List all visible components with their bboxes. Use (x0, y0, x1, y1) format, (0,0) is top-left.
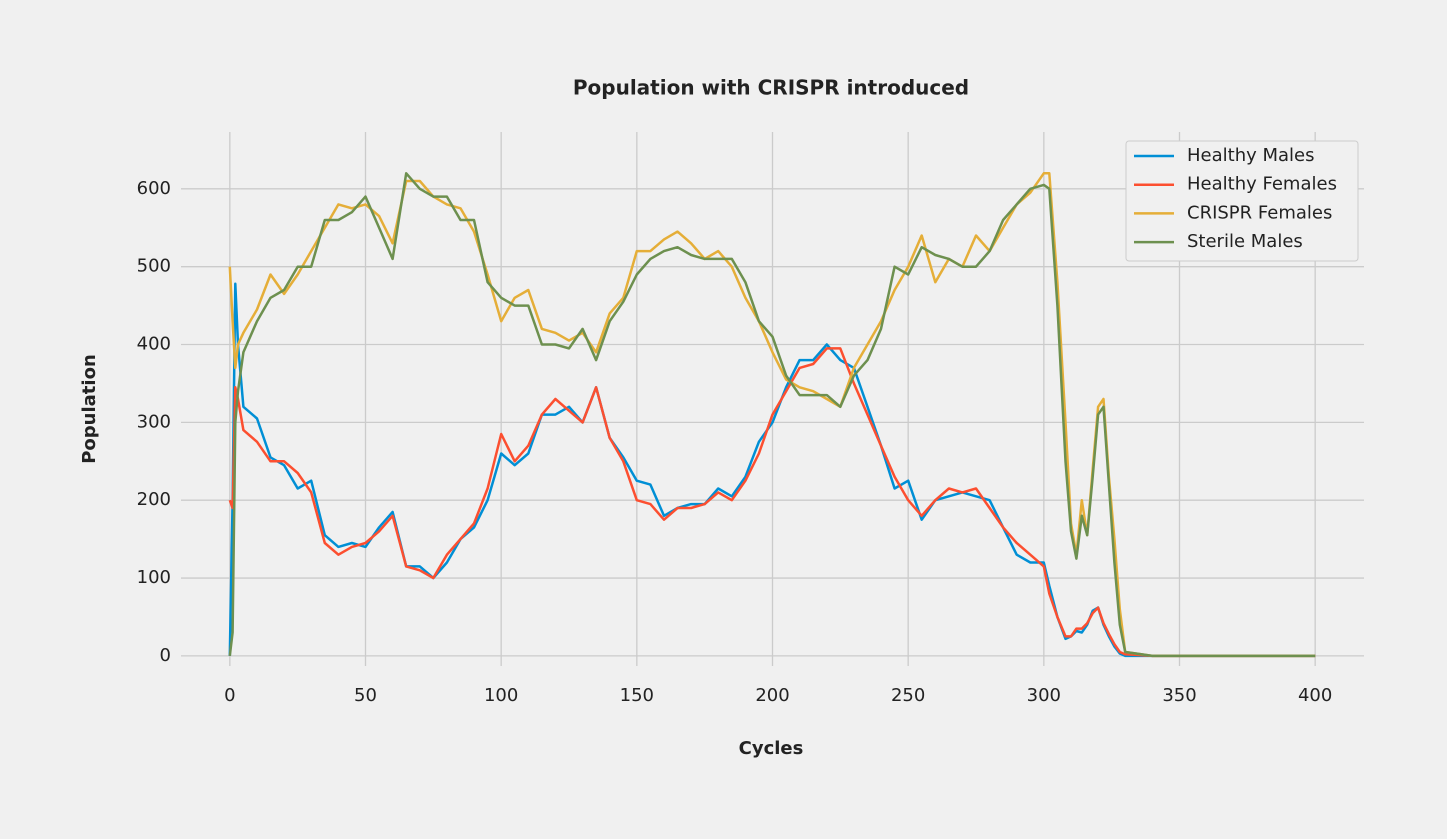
y-tick-label: 400 (137, 334, 171, 355)
legend-label: Healthy Males (1187, 145, 1315, 166)
series-line (228, 347, 1316, 658)
y-tick-label: 600 (137, 178, 171, 199)
y-tick-label: 100 (137, 567, 171, 588)
y-tick-label: 500 (137, 256, 171, 277)
x-tick-label: 0 (224, 685, 235, 706)
x-tick-label: 300 (1027, 685, 1061, 706)
x-tick-label: 200 (755, 685, 789, 706)
legend-label: CRISPR Females (1187, 202, 1332, 223)
legend-label: Healthy Females (1187, 174, 1337, 195)
x-tick-label: 50 (354, 685, 377, 706)
y-tick-label: 200 (137, 489, 171, 510)
series-line (228, 172, 1316, 658)
y-tick-label: 300 (137, 411, 171, 432)
x-tick-label: 250 (891, 685, 925, 706)
x-tick-label: 350 (1162, 685, 1196, 706)
y-tick-label: 0 (160, 645, 171, 666)
x-tick-label: 100 (484, 685, 518, 706)
legend-box (1125, 140, 1359, 262)
x-tick-label: 400 (1298, 685, 1332, 706)
chart-title: Population with CRISPR introduced (573, 76, 969, 100)
x-tick-label: 150 (620, 685, 654, 706)
legend: Healthy Males Healthy Females CRISPR Femal… (1125, 140, 1359, 262)
legend-label: Sterile Males (1187, 231, 1303, 252)
y-axis-label: Population (79, 354, 100, 464)
x-axis-label: Cycles (739, 738, 804, 759)
